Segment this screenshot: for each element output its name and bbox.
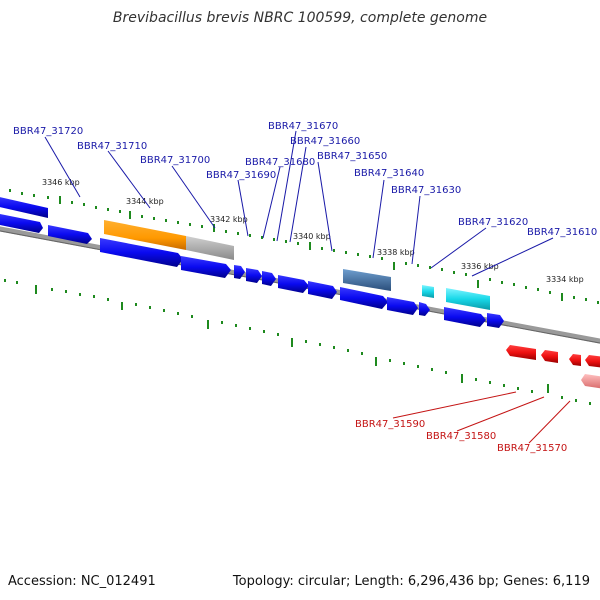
gene-label: BBR47_31620: [458, 217, 528, 228]
plus-gene-labels: BBR47_31720 BBR47_31710 BBR47_31700 BBR4…: [13, 121, 597, 238]
minus-gene-labels: BBR47_31590 BBR47_31580 BBR47_31570: [355, 419, 567, 454]
gene-label: BBR47_31660: [290, 136, 360, 147]
gene-arrow-minus: [541, 350, 558, 363]
gene-arrow-gray: [186, 236, 234, 260]
gene-label: BBR47_31590: [355, 419, 425, 430]
gene-arrow-plus: [278, 275, 309, 293]
gene-label: BBR47_31710: [77, 141, 147, 152]
gene-arrow-plus: [246, 268, 262, 283]
gene-arrow-pink: [581, 374, 600, 389]
scale-label: 3342 kbp: [210, 215, 248, 224]
gene-label: BBR47_31720: [13, 126, 83, 137]
label-leaders-plus: [44, 130, 554, 277]
gene-label: BBR47_31640: [354, 168, 424, 179]
map-title: Brevibacillus brevis NBRC 100599, comple…: [112, 10, 488, 26]
gene-label: BBR47_31680: [245, 157, 315, 168]
gene-arrow-plus: [48, 225, 92, 244]
gene-arrow-plus: [419, 302, 430, 316]
gene-arrow-plus: [308, 281, 337, 299]
gene-arrow-plus: [262, 271, 276, 286]
gene-label: BBR47_31630: [391, 185, 461, 196]
gene-arrow-plus: [100, 238, 183, 267]
scale-label: 3334 kbp: [546, 275, 584, 284]
gene-label: BBR47_31580: [426, 431, 496, 442]
gene-arrow-minus: [506, 345, 536, 360]
plus-strand-genes-outer[interactable]: [0, 196, 48, 218]
gene-arrow-plus: [234, 265, 245, 279]
accession-label: Accession: NC_012491: [8, 574, 156, 589]
gene-label: BBR47_31700: [140, 155, 210, 166]
gene-arrow-plus: [0, 197, 48, 218]
gene-arrow-plus: [387, 297, 418, 315]
gene-arrow-plus: [487, 313, 504, 328]
gene-arrow-cyan: [422, 285, 434, 298]
gene-arrow-plus: [444, 307, 486, 327]
gene-arrow-plus: [0, 214, 43, 233]
plus-strand-genes[interactable]: [0, 213, 504, 328]
gene-label: BBR47_31690: [206, 170, 276, 181]
upper-tick-ring: [9, 189, 599, 304]
gene-arrow-minus: [569, 354, 581, 366]
minus-strand-genes[interactable]: [506, 345, 600, 389]
lower-tick-ring: [4, 279, 591, 405]
gene-label: BBR47_31610: [527, 227, 597, 238]
gene-arrow-cyan: [446, 288, 490, 310]
scale-label: 3336 kbp: [461, 262, 499, 271]
gene-arrow-minus: [585, 355, 600, 368]
gene-arrow-plus: [340, 287, 388, 309]
gene-label: BBR47_31570: [497, 443, 567, 454]
gene-arrow-steel: [343, 269, 391, 291]
scale-label: 3346 kbp: [42, 178, 80, 187]
gene-label: BBR47_31650: [317, 151, 387, 162]
gene-arrow-plus: [181, 256, 231, 278]
scale-label: 3340 kbp: [293, 232, 331, 241]
gene-label: BBR47_31670: [268, 121, 338, 132]
scale-label: 3338 kbp: [377, 248, 415, 257]
label-leaders-minus: [392, 391, 571, 444]
gene-arrow-orange: [104, 220, 186, 250]
genome-summary: Topology: circular; Length: 6,296,436 bp…: [232, 574, 590, 589]
